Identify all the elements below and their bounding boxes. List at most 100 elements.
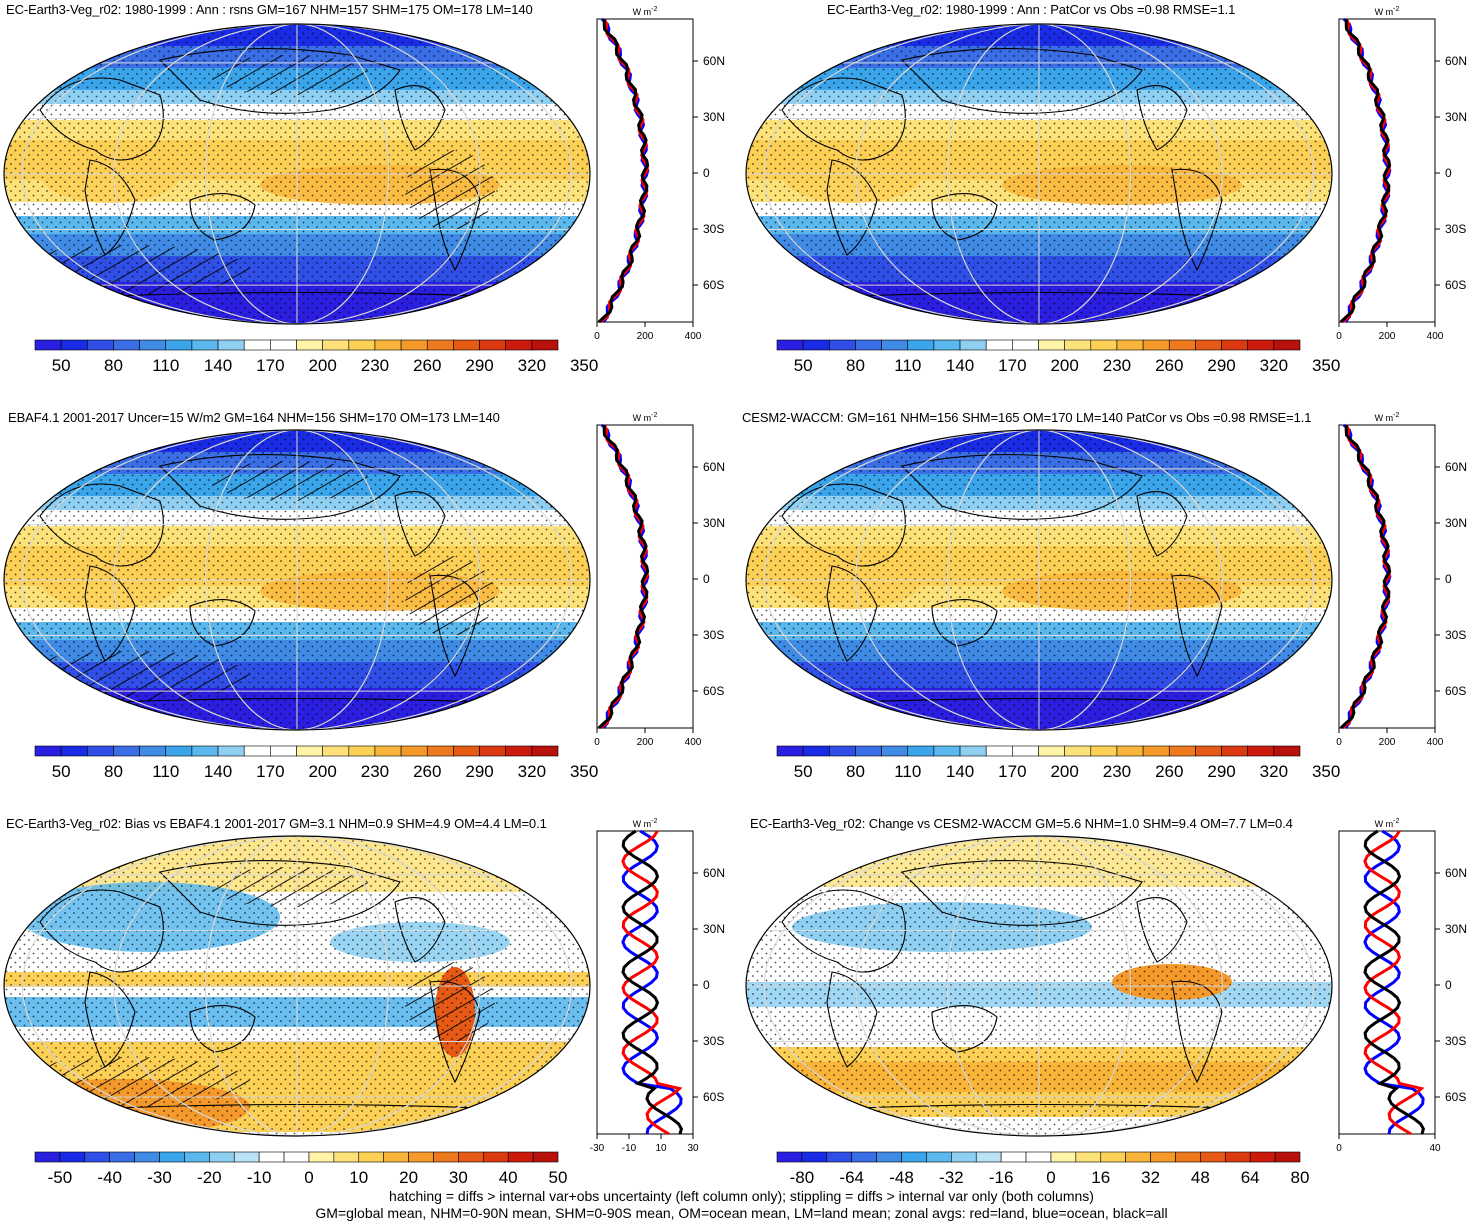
- zonal-x-tick-label: -10: [622, 1143, 637, 1154]
- colorbar-tick-label: -30: [147, 1168, 172, 1187]
- colorbar-tick-label: 320: [1260, 356, 1288, 375]
- zonal-lat-tick-label: 60N: [703, 54, 725, 68]
- colorbar-tick-label: 50: [794, 762, 813, 781]
- zonal-lat-tick-label: 30S: [1445, 628, 1466, 642]
- zonal-units: W m-2: [633, 818, 658, 829]
- zonal-units: W m-2: [633, 412, 658, 423]
- map-border: [3, 835, 591, 1137]
- colorbar-tick-label: -32: [939, 1168, 964, 1187]
- colorbar: -50 -40 -30 -20 -10 0 10 20 30 40 50: [34, 1151, 567, 1187]
- colorbar-tick-label: 170: [998, 356, 1026, 375]
- zonal-units: W m-2: [633, 6, 658, 17]
- zonal-x-tick-label: 40: [1429, 1143, 1441, 1154]
- colorbar-tick-label: 290: [465, 356, 493, 375]
- panel-obs-ebaf: EBAF4.1 2001-2017 Uncer=15 W/m2 GM=164 N…: [0, 406, 740, 811]
- zonal-x-tick-label: 400: [685, 331, 702, 342]
- colorbar: 50 80 110 140 170 200 230 260 290 320 350: [776, 339, 1340, 375]
- zonal-lat-tick-label: 0: [1445, 978, 1452, 992]
- zonal-x-tick-label: 0: [1336, 1143, 1342, 1154]
- zonal-x-tick-label: 200: [637, 737, 654, 748]
- colorbar-tick-label: 80: [104, 356, 123, 375]
- colorbar-tick-label: 320: [518, 762, 546, 781]
- colorbar-tick-label: 170: [998, 762, 1026, 781]
- colorbar-tick-label: 260: [1155, 762, 1183, 781]
- zonal-lat-tick-label: 30N: [1445, 922, 1467, 936]
- colorbar-tick-label: 170: [256, 762, 284, 781]
- map-border: [745, 23, 1333, 325]
- colorbar-tick-label: 230: [361, 762, 389, 781]
- colorbar: -80 -64 -48 -32 -16 0 16 32 48 64 80: [776, 1151, 1310, 1187]
- colorbar-tick-label: -50: [48, 1168, 73, 1187]
- colorbar-tick-label: 200: [1050, 356, 1078, 375]
- colorbar-tick-label: 10: [349, 1168, 368, 1187]
- zonal-average-plot: W m-2 60N 30N 0 30S 60S -30 -10 10 30: [590, 818, 725, 1154]
- colorbar-tick-label: 64: [1241, 1168, 1260, 1187]
- zonal-line-all: [621, 829, 684, 1135]
- map-border: [745, 835, 1333, 1137]
- zonal-lat-tick-label: 30S: [1445, 222, 1466, 236]
- map-border: [745, 429, 1333, 731]
- colorbar-tick-label: 260: [413, 356, 441, 375]
- colorbar: 50 80 110 140 170 200 230 260 290 320 350: [34, 339, 598, 375]
- zonal-lat-tick-label: 30S: [703, 628, 724, 642]
- colorbar-tick-label: 80: [104, 762, 123, 781]
- colorbar-tick-label: 200: [308, 762, 336, 781]
- panel-title: CESM2-WACCM: GM=161 NHM=156 SHM=165 OM=1…: [742, 410, 1312, 425]
- colorbar-tick-label: 80: [1291, 1168, 1310, 1187]
- zonal-x-tick-label: 200: [1379, 331, 1396, 342]
- zonal-lat-tick-label: 60N: [1445, 866, 1467, 880]
- colorbar-tick-label: 290: [1207, 762, 1235, 781]
- zonal-x-tick-label: 30: [687, 1143, 699, 1154]
- colorbar-tick-label: 80: [846, 762, 865, 781]
- map-plot: 50 80 110 140 170 200 230 260 290 320 350 W m-2 60N 3…: [3, 412, 725, 781]
- zonal-lat-tick-label: 60N: [703, 460, 725, 474]
- zonal-lat-tick-label: 0: [1445, 166, 1452, 180]
- colorbar-tick-label: 350: [570, 356, 598, 375]
- zonal-line-all: [1339, 424, 1392, 730]
- zonal-lat-tick-label: 30N: [703, 110, 725, 124]
- colorbar-tick-label: -10: [247, 1168, 272, 1187]
- graticule: [746, 24, 1332, 324]
- colorbar-tick-label: -16: [989, 1168, 1014, 1187]
- colorbar-tick-label: 230: [361, 356, 389, 375]
- zonal-x-tick-label: 400: [1427, 331, 1444, 342]
- map-border: [3, 429, 591, 731]
- zonal-x-tick-label: -30: [590, 1143, 605, 1154]
- zonal-lat-tick-label: 30N: [1445, 516, 1467, 530]
- zonal-x-tick-label: 400: [1427, 737, 1444, 748]
- footer-legend-line-1: hatching = diffs > internal var+obs unce…: [389, 1188, 1094, 1204]
- zonal-lat-tick-label: 0: [703, 166, 710, 180]
- colorbar-tick-label: 140: [946, 762, 974, 781]
- zonal-lat-tick-label: 30N: [703, 922, 725, 936]
- zonal-x-tick-label: 0: [594, 331, 600, 342]
- zonal-lat-tick-label: 0: [1445, 572, 1452, 586]
- zonal-line-all: [1363, 829, 1426, 1135]
- colorbar-tick-label: 0: [304, 1168, 313, 1187]
- zonal-line-all: [597, 424, 650, 730]
- zonal-lat-tick-label: 60N: [1445, 460, 1467, 474]
- colorbar-tick-label: 350: [570, 762, 598, 781]
- map-plot: 50 80 110 140 170 200 230 260 290 320 350 W m-2 60N 3…: [745, 412, 1467, 781]
- zonal-lat-tick-label: 30S: [703, 1034, 724, 1048]
- zonal-lat-tick-label: 0: [703, 978, 710, 992]
- zonal-line-land: [621, 830, 683, 1136]
- colorbar-tick-label: 260: [413, 762, 441, 781]
- colorbar-tick-label: 320: [518, 356, 546, 375]
- map-plot: -50 -40 -30 -20 -10 0 10 20 30 40 50 W m-2 60N 30N 0 30…: [3, 818, 725, 1187]
- panel-change: EC-Earth3-Veg_r02: Change vs CESM2-WACCM…: [742, 812, 1482, 1217]
- map-plot: 50 80 110 140 170 200 230 260 290 320 350 W m-2 60N 3…: [745, 6, 1467, 375]
- panel-bias: EC-Earth3-Veg_r02: Bias vs EBAF4.1 2001-…: [0, 812, 740, 1217]
- colorbar-tick-label: -48: [889, 1168, 914, 1187]
- colorbar-tick-label: 200: [1050, 762, 1078, 781]
- hatching: [10, 461, 495, 701]
- zonal-x-tick-label: 400: [685, 737, 702, 748]
- map-plot: -80 -64 -48 -32 -16 0 16 32 48 64 80 W m-2 60N 30N 0 30…: [745, 818, 1467, 1187]
- zonal-average-plot: W m-2 60N 30N 0 30S 60S 0 200 400: [1336, 412, 1467, 748]
- colorbar-tick-label: 320: [1260, 762, 1288, 781]
- colorbar-tick-label: 20: [399, 1168, 418, 1187]
- colorbar-tick-label: 140: [946, 356, 974, 375]
- zonal-lat-tick-label: 60N: [703, 866, 725, 880]
- zonal-average-plot: W m-2 60N 30N 0 30S 60S 0 200 400: [594, 6, 725, 342]
- colorbar-tick-label: 140: [204, 762, 232, 781]
- panel-model-mean: EC-Earth3-Veg_r02: 1980-1999 : Ann : rsn…: [0, 0, 740, 405]
